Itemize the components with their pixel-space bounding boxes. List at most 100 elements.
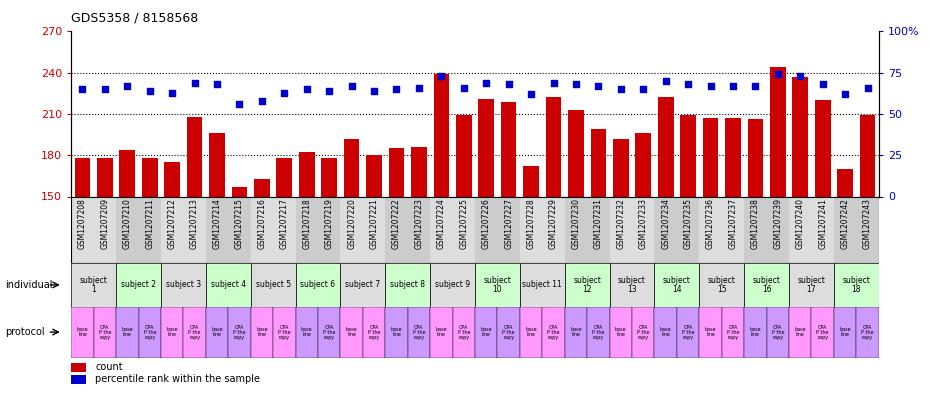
Bar	[811, 307, 834, 358]
Text: GSM1207243: GSM1207243	[863, 198, 872, 249]
Text: GSM1207228: GSM1207228	[526, 198, 536, 249]
Text: GSM1207236: GSM1207236	[706, 198, 715, 249]
Text: subject
17: subject 17	[797, 275, 826, 294]
Text: GSM1207242: GSM1207242	[841, 198, 849, 249]
Bar	[206, 196, 228, 263]
Bar	[254, 178, 270, 196]
Bar	[71, 196, 94, 263]
Bar	[475, 263, 520, 307]
Text: subject 2: subject 2	[121, 281, 156, 289]
Point	[322, 88, 337, 94]
Bar	[206, 263, 251, 307]
Bar	[164, 162, 180, 196]
Point	[680, 81, 695, 87]
Text: GSM1207229: GSM1207229	[549, 198, 558, 249]
Bar	[430, 263, 475, 307]
Bar	[722, 307, 744, 358]
Bar	[386, 307, 408, 358]
Text: GSM1207225: GSM1207225	[459, 198, 468, 249]
Point	[120, 83, 135, 89]
Bar	[860, 116, 875, 196]
Text: GSM1207220: GSM1207220	[347, 198, 356, 249]
Bar	[452, 196, 475, 263]
Text: subject 3: subject 3	[166, 281, 201, 289]
Text: CPA
P the
rapy: CPA P the rapy	[412, 325, 426, 340]
Text: CPA
P the
rapy: CPA P the rapy	[727, 325, 739, 340]
Bar	[452, 307, 475, 358]
Bar	[699, 196, 722, 263]
Bar	[610, 196, 632, 263]
Point	[748, 83, 763, 89]
Text: CPA
P the
rapy: CPA P the rapy	[637, 325, 650, 340]
Text: base
line: base line	[166, 327, 178, 337]
Point	[187, 79, 202, 86]
Text: GSM1207215: GSM1207215	[235, 198, 244, 249]
Text: base
line: base line	[77, 327, 88, 337]
Text: base
line: base line	[750, 327, 761, 337]
Bar	[834, 196, 856, 263]
Bar	[139, 307, 161, 358]
Bar	[520, 307, 542, 358]
Text: subject
18: subject 18	[843, 275, 870, 294]
Bar	[340, 263, 386, 307]
Text: GSM1207212: GSM1207212	[168, 198, 177, 249]
Text: GSM1207230: GSM1207230	[572, 198, 580, 249]
Point	[276, 89, 292, 95]
Bar	[545, 97, 561, 196]
Bar	[680, 116, 696, 196]
Text: GSM1207217: GSM1207217	[280, 198, 289, 249]
Text: GSM1207209: GSM1207209	[101, 198, 109, 249]
Text: base
line: base line	[256, 327, 268, 337]
Text: CPA
P the
rapy: CPA P the rapy	[188, 325, 200, 340]
Bar	[744, 307, 767, 358]
Bar	[71, 375, 86, 384]
Point	[142, 88, 158, 94]
Bar	[699, 263, 744, 307]
Text: GSM1207211: GSM1207211	[145, 198, 154, 249]
Bar	[187, 117, 202, 196]
Bar	[161, 307, 183, 358]
Point	[479, 79, 494, 86]
Text: GSM1207222: GSM1207222	[392, 198, 401, 249]
Bar	[116, 263, 161, 307]
Point	[792, 73, 808, 79]
Bar	[770, 67, 786, 196]
Text: subject 7: subject 7	[345, 281, 380, 289]
Bar	[655, 307, 676, 358]
Text: subject
12: subject 12	[573, 275, 601, 294]
Point	[97, 86, 112, 92]
Bar	[209, 133, 225, 196]
Bar	[564, 196, 587, 263]
Text: GSM1207218: GSM1207218	[302, 198, 312, 249]
Bar	[676, 307, 699, 358]
Bar	[475, 196, 498, 263]
Text: GSM1207239: GSM1207239	[773, 198, 782, 249]
Bar	[815, 100, 830, 196]
Point	[860, 84, 875, 91]
Bar	[856, 307, 879, 358]
Bar	[655, 263, 699, 307]
Text: subject
10: subject 10	[484, 275, 511, 294]
Text: CPA
P the
rapy: CPA P the rapy	[99, 325, 111, 340]
Text: GSM1207235: GSM1207235	[684, 198, 693, 249]
Text: CPA
P the
rapy: CPA P the rapy	[816, 325, 829, 340]
Bar	[120, 150, 135, 196]
Bar	[632, 307, 655, 358]
Bar	[232, 187, 247, 196]
Point	[389, 86, 404, 92]
Text: GSM1207241: GSM1207241	[818, 198, 827, 249]
Point	[815, 81, 830, 87]
Text: GSM1207226: GSM1207226	[482, 198, 491, 249]
Bar	[94, 196, 116, 263]
Text: GSM1207237: GSM1207237	[729, 198, 737, 249]
Text: individual: individual	[5, 280, 52, 290]
Bar	[792, 77, 808, 196]
Bar	[498, 196, 520, 263]
Bar	[411, 147, 427, 196]
Bar	[856, 196, 879, 263]
Bar	[366, 155, 382, 196]
Bar	[75, 158, 90, 196]
Point	[209, 81, 224, 87]
Bar	[837, 169, 853, 196]
Text: base
line: base line	[390, 327, 402, 337]
